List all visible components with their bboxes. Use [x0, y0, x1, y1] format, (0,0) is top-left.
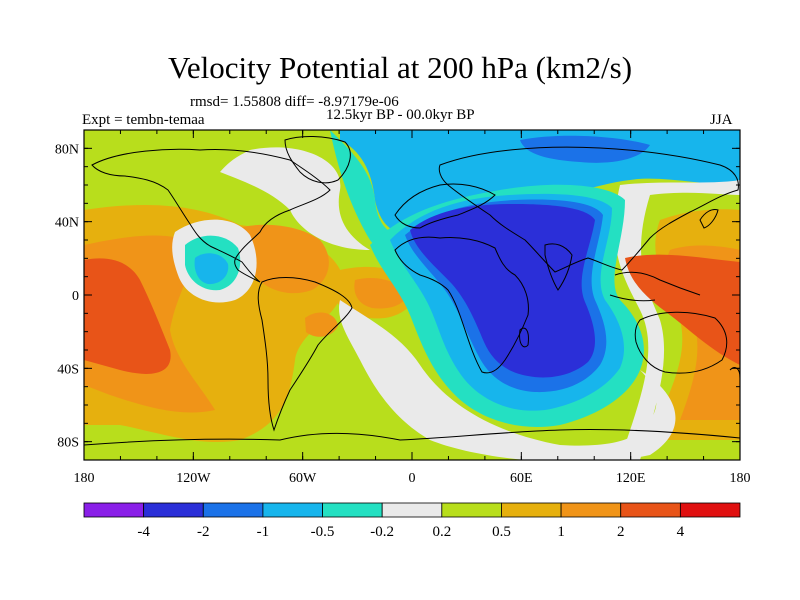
colorbar-swatch — [560, 502, 622, 518]
coastline-antarctica — [84, 428, 740, 446]
coastline-india — [544, 243, 573, 291]
period-label: 12.5kyr BP - 00.0kyr BP — [326, 107, 475, 123]
contour-americas — [231, 224, 329, 294]
coastline-greenland — [284, 136, 351, 184]
contour-arctic-near-low — [330, 130, 420, 249]
coastline-madagascar — [519, 327, 529, 348]
colorbar-label: -0.2 — [370, 524, 394, 540]
coastlines — [84, 136, 740, 446]
lat-label: 0 — [72, 289, 79, 304]
colorbar-label: 2 — [617, 524, 625, 540]
colorbar-label: -0.5 — [311, 524, 335, 540]
lon-label: 120W — [176, 471, 211, 486]
colorbar-swatch — [381, 502, 443, 518]
season-label: JJA — [710, 112, 733, 128]
colorbar-label: 0.5 — [492, 524, 511, 540]
axis-ticks — [83, 129, 741, 461]
colorbar-label: -4 — [137, 524, 150, 540]
coastline-south-america — [257, 277, 353, 432]
colorbar-swatch — [322, 502, 383, 518]
colorbar-swatch — [202, 502, 264, 518]
colorbar-swatch — [501, 502, 562, 518]
lat-label: 40N — [55, 216, 79, 231]
lon-label: 0 — [409, 471, 416, 486]
lat-label: 40S — [57, 362, 79, 377]
lon-label: 180 — [74, 471, 95, 486]
experiment-label: Expt = tembn-temaa — [82, 112, 205, 128]
colorbar — [83, 502, 741, 518]
colorbar-swatch — [441, 502, 502, 518]
axis-labels: 80N 40N 0 40S 80S 180 120W 60W 0 60E 120E 180 — [55, 142, 751, 486]
contour-caribbean-low — [194, 253, 229, 285]
contour-arctic-core — [520, 135, 650, 163]
colorbar-swatch — [620, 502, 681, 518]
plot-title: Velocity Potential at 200 hPa (km2/s) — [167, 50, 633, 85]
coastline-north-america — [91, 148, 331, 283]
coastline-se-asia — [614, 271, 701, 296]
colorbar-labels: -4 -2 -1 -0.5 -0.2 0.2 0.5 1 2 4 — [137, 524, 684, 540]
contour-wpacific-3 — [625, 254, 740, 365]
lon-label: 180 — [730, 471, 751, 486]
colorbar-swatch — [143, 502, 204, 518]
coastline-australia — [634, 311, 728, 374]
lon-label: 120E — [616, 471, 646, 486]
coastline-africa — [394, 236, 529, 374]
stats-line: rmsd= 1.55808 diff= -8.97179e-06 — [190, 94, 399, 110]
contour-north-neutral — [220, 147, 370, 250]
coastline-japan — [699, 209, 719, 229]
lon-label: 60W — [289, 471, 317, 486]
colorbar-label: 1 — [557, 524, 565, 540]
colorbar-label: 4 — [677, 524, 685, 540]
coastline-asia — [438, 146, 739, 273]
lat-label: 80N — [55, 142, 79, 157]
contour-pacific-3 — [84, 258, 171, 374]
contour-field — [84, 130, 740, 460]
colorbar-label: 0.2 — [432, 524, 451, 540]
colorbar-label: -2 — [197, 524, 210, 540]
coastline-indonesia — [609, 294, 656, 302]
contour-s-america — [305, 312, 338, 337]
colorbar-swatch — [262, 502, 323, 518]
contour-oldworld-core — [410, 204, 596, 378]
lat-label: 80S — [57, 436, 79, 451]
colorbar-swatch — [679, 502, 741, 518]
contour-southern-neutral — [339, 300, 676, 460]
colorbar-label: -1 — [257, 524, 270, 540]
colorbar-swatch — [83, 502, 145, 518]
lon-label: 60E — [510, 471, 533, 486]
